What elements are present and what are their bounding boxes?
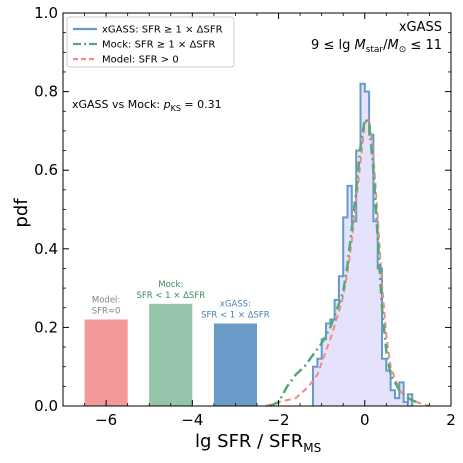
histogram-fill [313, 83, 413, 406]
xgass-histogram-line [312, 82, 414, 406]
legend-label-0: xGASS: SFR ≥ 1 × ΔSFR [102, 25, 223, 36]
x-tick-label: 2 [446, 411, 456, 429]
bar-label-2-line-0: xGASS: [220, 300, 251, 310]
x-axis-label: lg SFR / SFRMS [195, 431, 321, 455]
bar-label-0-line-1: SFR=0 [92, 307, 121, 317]
x-tick-label: −2 [267, 411, 289, 429]
mock-curve [269, 116, 418, 408]
legend-label-1: Mock: SFR ≥ 1 × ΔSFR [102, 40, 215, 51]
legend-label-2: Model: SFR > 0 [102, 55, 179, 66]
ks-test-annotation: xGASS vs Mock: pKS = 0.31 [72, 98, 222, 113]
sample-annotation: xGASS [399, 20, 442, 35]
bar-label-2-line-1: SFR < 1 × ΔSFR [201, 311, 270, 321]
y-tick-label: 1.0 [34, 4, 58, 22]
y-tick-label: 0.0 [34, 397, 58, 415]
bar-label-1-line-1: SFR < 1 × ΔSFR [136, 291, 205, 301]
y-tick-label: 0.4 [34, 240, 58, 258]
legend: xGASS: SFR ≥ 1 × ΔSFR Mock: SFR ≥ 1 × ΔSF… [66, 16, 235, 68]
y-tick-label: 0.2 [34, 318, 58, 336]
legend-box [66, 16, 235, 68]
x-tick-label: 0 [360, 411, 370, 429]
bar-label-1-line-0: Mock: [158, 280, 183, 290]
bar-label-0-line-0: Model: [92, 296, 120, 306]
model-curve [265, 117, 430, 407]
bar-2 [213, 323, 257, 406]
y-tick-label: 0.8 [34, 83, 58, 101]
bar-0 [84, 319, 128, 406]
x-tick-label: −4 [181, 411, 203, 429]
y-axis-label: pdf [11, 198, 32, 228]
bar-1 [149, 303, 193, 406]
x-axis-label-subscript: MS [303, 441, 321, 455]
x-tick-label: −6 [95, 411, 117, 429]
y-tick-label: 0.6 [34, 161, 58, 179]
mass-range-annotation: 9 ≤ lg Mstar/M⊙ ≤ 11 [311, 38, 442, 55]
